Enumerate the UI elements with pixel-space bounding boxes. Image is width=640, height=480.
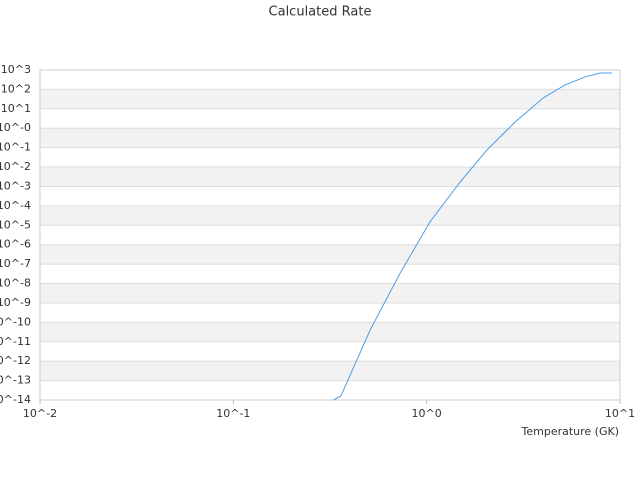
y-tick-label: 10^-12 bbox=[0, 354, 31, 367]
grid-band bbox=[40, 205, 620, 226]
chart-title: Calculated Rate bbox=[269, 5, 372, 20]
y-tick-label: 10^-8 bbox=[0, 277, 31, 290]
y-tick-label: 10^-3 bbox=[0, 179, 31, 192]
y-tick-label: 10^-11 bbox=[0, 335, 31, 348]
y-tick-label: 10^-0 bbox=[0, 121, 31, 134]
y-tick-label: 10^-1 bbox=[0, 141, 31, 154]
grid-band bbox=[40, 89, 620, 109]
grid-band bbox=[40, 361, 620, 381]
y-tick-label: 10^-7 bbox=[0, 257, 31, 270]
grid-band bbox=[40, 322, 620, 342]
y-tick-label: 10^-10 bbox=[0, 315, 31, 328]
plot-border bbox=[39, 69, 621, 401]
grid-band bbox=[40, 167, 620, 187]
grid-band bbox=[40, 283, 620, 303]
grid-band bbox=[40, 128, 620, 148]
x-tick-label: 10^-2 bbox=[23, 407, 57, 420]
grid-band bbox=[40, 244, 620, 265]
y-tick-label: 10^-5 bbox=[0, 218, 31, 231]
data-line bbox=[333, 72, 613, 401]
y-tick-label: 10^-14 bbox=[0, 393, 31, 406]
x-tick-label: 10^1 bbox=[605, 407, 635, 420]
y-tick-label: 10^-4 bbox=[0, 199, 31, 212]
y-tick-label: 10^1 bbox=[1, 102, 31, 115]
y-tick-label: 10^-9 bbox=[0, 296, 31, 309]
x-tick-label: 10^-1 bbox=[216, 407, 250, 420]
y-tick-label: 10^3 bbox=[1, 63, 31, 76]
y-tick-label: 10^-2 bbox=[0, 160, 31, 173]
y-tick-label: 10^-13 bbox=[0, 374, 31, 387]
y-tick-label: 10^2 bbox=[1, 82, 31, 95]
y-tick-label: 10^-6 bbox=[0, 238, 31, 251]
x-tick-label: 10^0 bbox=[412, 407, 442, 420]
x-axis-label: Temperature (GK) bbox=[521, 425, 620, 438]
